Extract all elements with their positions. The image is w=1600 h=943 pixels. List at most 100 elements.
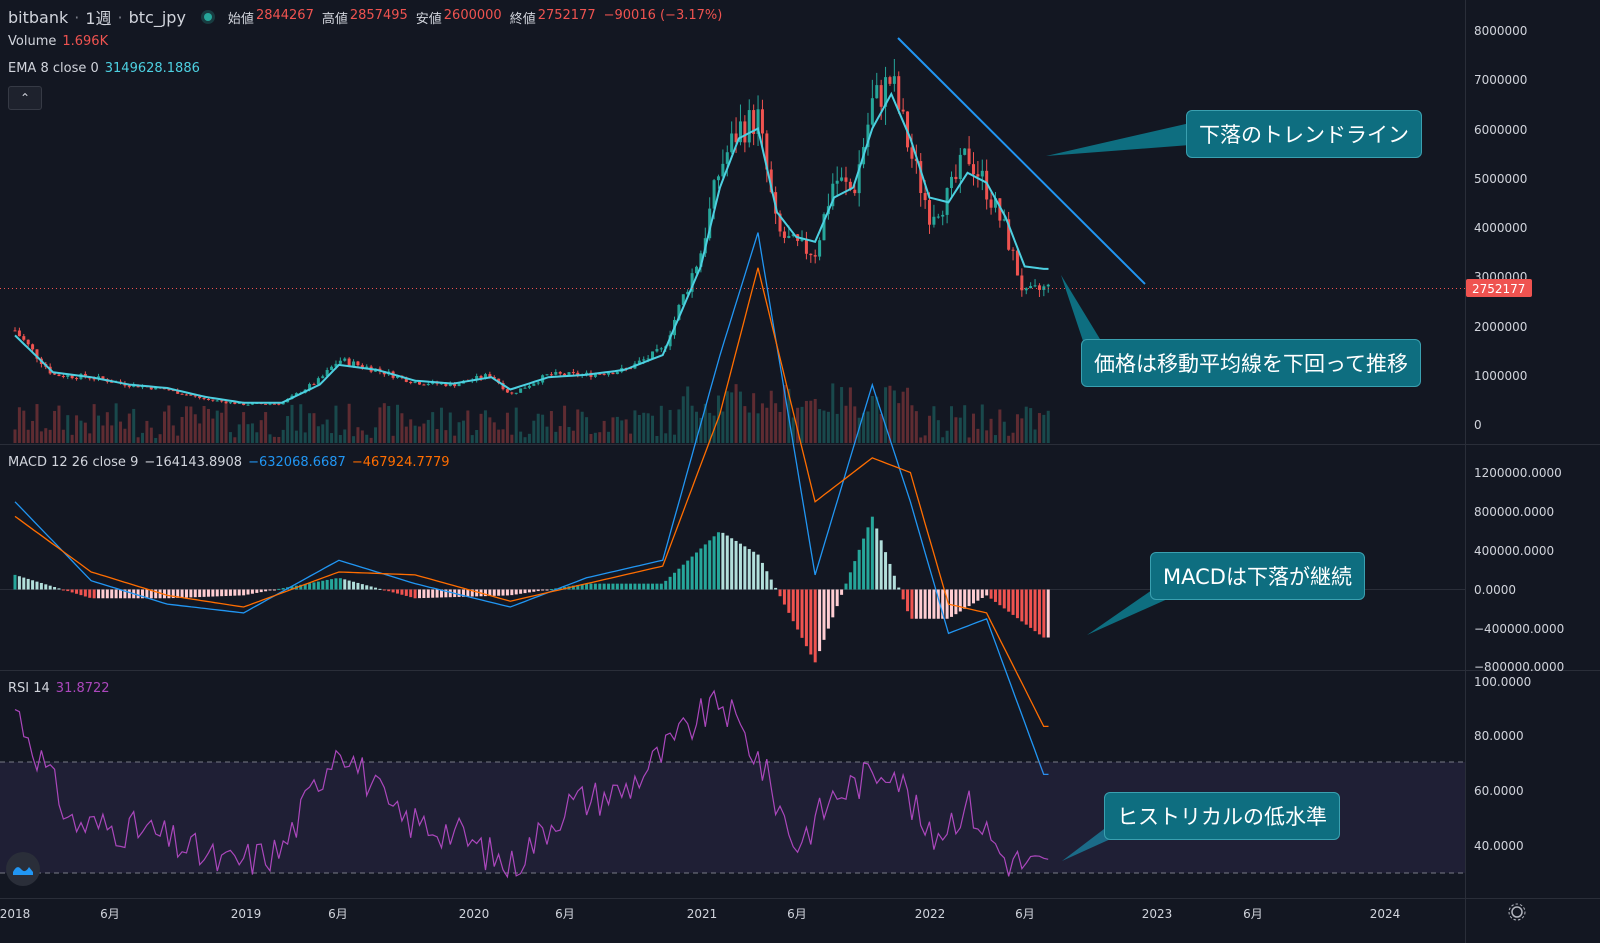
volume-bar bbox=[422, 423, 426, 443]
macd-hist-bar bbox=[211, 589, 215, 597]
macd-hist-bar bbox=[501, 589, 505, 596]
candle-body bbox=[980, 170, 984, 177]
candle-body bbox=[637, 360, 641, 364]
volume-bar bbox=[22, 410, 26, 443]
macd-axis[interactable]: 1200000.0000 800000.0000 400000.0000 0.0… bbox=[1474, 466, 1564, 674]
volume-bar bbox=[1042, 414, 1046, 443]
candle-body bbox=[101, 376, 105, 380]
candle-body bbox=[818, 240, 822, 257]
volume-bar bbox=[998, 409, 1002, 443]
volume-bar bbox=[993, 435, 997, 443]
time-axis[interactable]: 2018 6月 2019 6月 2020 6月 2021 6月 2022 6月 … bbox=[0, 907, 1400, 921]
volume-bar bbox=[615, 416, 619, 443]
macd-hist-bar bbox=[101, 589, 105, 599]
symbol-legend[interactable]: bitbank · 1週 · btc_jpy 始値 2844267 高値 28574… bbox=[8, 5, 722, 29]
low-value: 2600000 bbox=[443, 7, 502, 23]
signal-value: −467924.7779 bbox=[351, 455, 450, 470]
volume-bar bbox=[848, 387, 852, 443]
volume-bar bbox=[519, 431, 523, 443]
price-tick: 7000000 bbox=[1474, 73, 1527, 87]
candle-body bbox=[360, 365, 364, 368]
volume-bar bbox=[655, 435, 659, 443]
macd-hist-bar bbox=[527, 589, 531, 593]
candle-body bbox=[782, 231, 786, 238]
volume-bar bbox=[967, 437, 971, 443]
candle-body bbox=[250, 403, 254, 405]
downtrend-line[interactable] bbox=[897, 37, 1146, 285]
macd-hist-bar bbox=[787, 589, 791, 613]
settings-gear-icon[interactable] bbox=[1508, 903, 1526, 921]
macd-hist-bar bbox=[1037, 589, 1041, 635]
volume-legend[interactable]: Volume 1.696K bbox=[8, 34, 108, 49]
macd-hist-bar bbox=[853, 561, 857, 590]
rsi-tick: 80.0000 bbox=[1474, 729, 1524, 743]
macd-hist-bar bbox=[13, 574, 17, 590]
tradingview-logo-icon[interactable] bbox=[6, 852, 40, 886]
macd-hist-bar bbox=[580, 584, 584, 590]
volume-bar bbox=[39, 431, 43, 443]
candle-body bbox=[760, 109, 764, 134]
interval-label[interactable]: 1週 bbox=[85, 9, 112, 28]
volume-bar bbox=[585, 417, 589, 443]
volume-bar bbox=[66, 415, 70, 443]
time-label: 6月 bbox=[555, 907, 575, 921]
collapse-legend-button[interactable]: ⌃ bbox=[8, 86, 42, 110]
candle-body bbox=[17, 330, 21, 337]
volume-bar bbox=[624, 419, 628, 443]
macd-hist-bar bbox=[114, 589, 118, 599]
candle-body bbox=[840, 177, 844, 181]
candle-body bbox=[576, 372, 580, 376]
macd-hist-bar bbox=[826, 589, 830, 629]
macd-hist-bar bbox=[299, 584, 303, 590]
macd-hist-bar bbox=[374, 587, 378, 590]
rsi-axis[interactable]: 100.0000 80.0000 60.0000 40.0000 bbox=[1474, 675, 1531, 853]
volume-bar bbox=[1020, 418, 1024, 443]
candle-body bbox=[536, 382, 540, 384]
macd-hist-bar bbox=[250, 589, 254, 594]
candle-body bbox=[998, 198, 1002, 221]
macd-hist-bar bbox=[439, 589, 443, 598]
candle-body bbox=[875, 85, 879, 99]
macd-hist-bar bbox=[141, 589, 145, 599]
candle-body bbox=[694, 266, 698, 274]
macd-hist-bar bbox=[954, 589, 958, 615]
candle-body bbox=[453, 383, 457, 387]
volume-bar bbox=[1046, 410, 1050, 443]
candle-body bbox=[514, 392, 518, 394]
macd-hist-bar bbox=[699, 548, 703, 590]
candle-body bbox=[730, 133, 734, 153]
callout-below-ma: 価格は移動平均線を下回って推移 bbox=[1081, 339, 1421, 387]
candle-body bbox=[1037, 285, 1041, 290]
price-tick: 0 bbox=[1474, 418, 1482, 432]
candle-body bbox=[457, 383, 461, 387]
volume-bar bbox=[906, 387, 910, 443]
macd-hist-bar bbox=[48, 585, 52, 590]
volume-bar bbox=[686, 386, 690, 443]
macd-hist-bar bbox=[184, 589, 188, 598]
volume-bar bbox=[31, 420, 35, 443]
volume-bar bbox=[255, 432, 259, 443]
macd-hist-bar bbox=[272, 589, 276, 591]
price-axis[interactable]: 8000000 7000000 6000000 5000000 4000000 … bbox=[1474, 24, 1527, 432]
macd-legend[interactable]: MACD 12 26 close 9 −164143.8908 −632068.… bbox=[8, 455, 450, 470]
volume-bar bbox=[475, 429, 479, 443]
candle-body bbox=[352, 361, 356, 366]
volume-bar bbox=[418, 426, 422, 443]
ema-legend[interactable]: EMA 8 close 0 3149628.1886 bbox=[8, 61, 200, 76]
candle-body bbox=[651, 351, 655, 359]
candle-body bbox=[593, 373, 597, 377]
macd-hist-bar bbox=[514, 589, 518, 595]
volume-bar bbox=[338, 434, 342, 443]
candle-body bbox=[312, 384, 316, 386]
volume-bar bbox=[831, 383, 835, 443]
macd-hist-bar bbox=[352, 581, 356, 590]
volume-bar bbox=[347, 403, 351, 443]
market-status-dot bbox=[203, 13, 212, 21]
price-tick: 2000000 bbox=[1474, 320, 1527, 334]
macd-hist-bar bbox=[655, 583, 659, 590]
symbol-name[interactable]: btc_jpy bbox=[128, 7, 186, 27]
rsi-legend[interactable]: RSI 14 31.8722 bbox=[8, 681, 110, 696]
candle-body bbox=[215, 400, 219, 402]
candle-body bbox=[725, 152, 729, 164]
candle-body bbox=[523, 387, 527, 389]
